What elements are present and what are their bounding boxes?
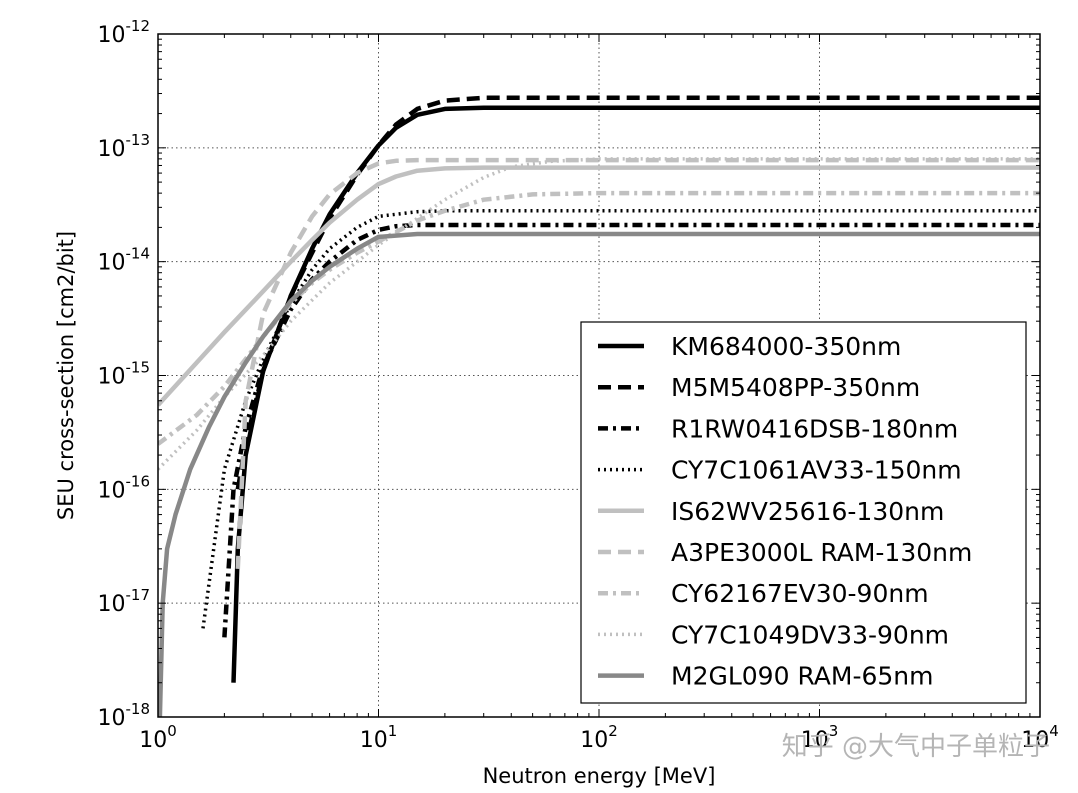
series-line-6 [235,157,1040,570]
legend-label: R1RW0416DSB-180nm [671,414,958,443]
y-tick-label: 10-16 [98,472,151,503]
x-tick-label: 103 [801,722,839,753]
x-tick-labels: 100 101 102 103 104 [139,722,1059,753]
legend-label: CY62167EV30-90nm [671,579,929,608]
series-line-4 [201,209,1040,629]
legend-entry: CY7C1061AV33-150nm [598,456,962,485]
y-axis-title: SEU cross-section [cm2/bit] [54,231,78,520]
x-tick-label: 100 [139,722,177,753]
legend-entry: A3PE3000L RAM-130nm [598,538,972,567]
series-line-1 [231,105,1040,683]
legend-box [580,321,1027,704]
y-tick-labels: 10-12 10-13 10-14 10-15 10-16 10-17 10-18 [98,17,151,731]
series-lines [158,95,1040,717]
legend-label: M5M5408PP-350nm [671,373,920,402]
legend: KM684000-350nm M5M5408PP-350nm R1RW0416DSB… [580,321,1027,704]
x-tick-label: 104 [1021,722,1059,753]
legend-entry: CY7C1049DV33-90nm [598,620,949,649]
ticks [157,34,1040,718]
series-layer [158,95,1040,717]
y-tick-label: 10-15 [98,359,151,390]
series-line-9 [158,231,1040,717]
legend-label: CY7C1061AV33-150nm [671,456,962,485]
x-axis-title: Neutron energy [MeV] [483,764,716,788]
y-tick-label: 10-13 [98,131,151,162]
legend-items: KM684000-350nm M5M5408PP-350nm R1RW0416DSB… [598,332,972,691]
legend-entry: R1RW0416DSB-180nm [598,414,958,443]
legend-label: CY7C1049DV33-90nm [671,620,949,649]
series-line-5 [158,165,1040,407]
legend-label: IS62WV25616-130nm [671,497,944,526]
y-tick-label: 10-18 [98,700,151,731]
legend-entry: CY62167EV30-90nm [598,579,929,608]
legend-entry: M5M5408PP-350nm [598,373,920,402]
legend-label: KM684000-350nm [671,332,901,361]
y-tick-label: 10-14 [98,245,151,276]
legend-label: A3PE3000L RAM-130nm [671,538,972,567]
legend-entry: IS62WV25616-130nm [598,497,944,526]
legend-entry: KM684000-350nm [598,332,901,361]
legend-label: M2GL090 RAM-65nm [671,662,934,691]
watermark: 知乎 @大气中子单粒子 [782,732,1050,762]
x-tick-label: 101 [360,722,398,753]
legend-entry: M2GL090 RAM-65nm [598,662,934,691]
series-line-3 [222,222,1040,638]
x-tick-label: 102 [580,722,618,753]
y-tick-label: 10-12 [98,17,151,48]
y-tick-label: 10-17 [98,586,151,617]
